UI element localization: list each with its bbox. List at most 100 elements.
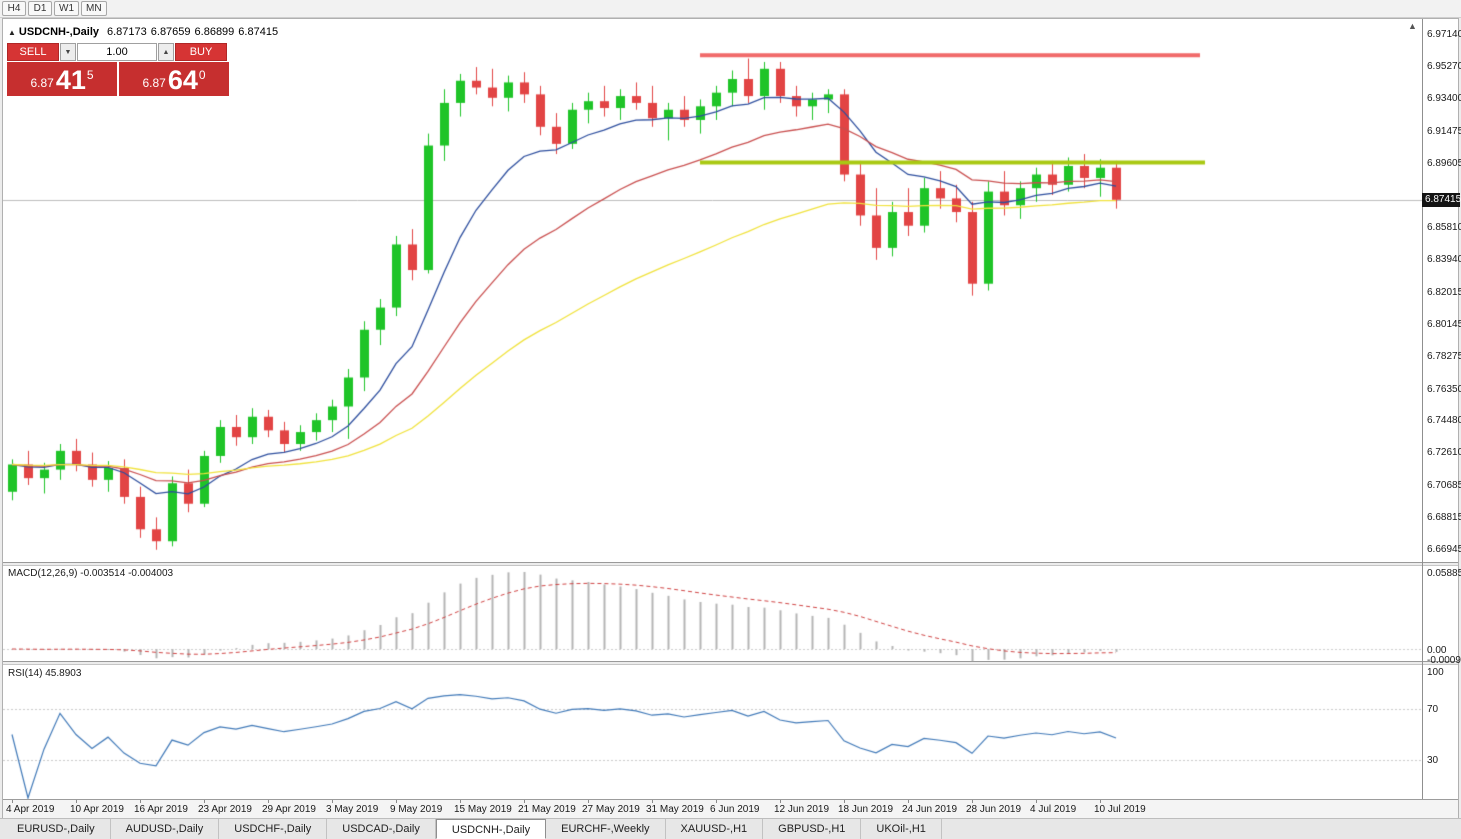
buy-price-panel[interactable]: 6.87 64 0 — [119, 62, 229, 96]
sell-price-point: 5 — [86, 68, 94, 82]
volume-decrease-button[interactable]: ▼ — [60, 43, 76, 61]
date-axis-tick — [524, 800, 525, 803]
price-axis-label: 6.93400 — [1427, 92, 1461, 104]
price-axis-label: 6.95270 — [1427, 60, 1461, 72]
timeframe-toolbar: H4 D1 W1 MN — [0, 0, 1461, 18]
date-axis-tick — [204, 800, 205, 803]
price-axis-label: 6.68815 — [1427, 512, 1461, 524]
tab-audusd-daily[interactable]: AUDUSD-,Daily — [110, 819, 220, 839]
chart-symbol-label: USDCNH-,Daily — [18, 26, 99, 38]
tab-usdcad-daily[interactable]: USDCAD-,Daily — [327, 819, 436, 839]
date-axis-label: 9 May 2019 — [390, 804, 443, 815]
date-axis-label: 15 May 2019 — [454, 804, 512, 815]
sell-price-panel[interactable]: 6.87 41 5 — [7, 62, 117, 96]
price-axis-label: 6.80145 — [1427, 318, 1461, 330]
date-axis-tick — [1036, 800, 1037, 803]
price-axis-label: 6.66945 — [1427, 544, 1461, 555]
volume-increase-button[interactable]: ▲ — [158, 43, 174, 61]
buy-price-pips: 64 — [167, 65, 198, 95]
ohlc-open: 6.87173 — [107, 26, 147, 38]
macd-axis-min-label: -0.0009116 — [1427, 655, 1461, 666]
date-axis-tick — [588, 800, 589, 803]
date-axis-label: 4 Apr 2019 — [6, 804, 55, 815]
buy-price-base: 6.87 — [142, 76, 166, 90]
timeframe-mn-button[interactable]: MN — [81, 1, 107, 16]
buy-button[interactable]: BUY — [175, 43, 227, 61]
price-axis-label: 6.83940 — [1427, 254, 1461, 266]
price-chart-canvas[interactable] — [3, 19, 1422, 562]
timeframe-d1-button[interactable]: D1 — [28, 1, 52, 16]
date-axis-label: 31 May 2019 — [646, 804, 704, 815]
chart-symbol-icon: ▲ — [8, 28, 16, 37]
price-axis-label: 6.78275 — [1427, 350, 1461, 362]
price-axis-label: 6.97140 — [1427, 29, 1461, 40]
ohlc-high: 6.87659 — [150, 26, 191, 38]
timeframe-w1-button[interactable]: W1 — [54, 1, 79, 16]
date-axis-tick — [140, 800, 141, 803]
rsi-indicator-label: RSI(14) 45.8903 — [8, 668, 82, 679]
date-axis-label: 23 Apr 2019 — [198, 804, 252, 815]
date-axis-label: 6 Jun 2019 — [710, 804, 760, 815]
date-axis-label: 24 Jun 2019 — [902, 804, 958, 815]
sell-price-pips: 41 — [55, 65, 86, 95]
date-axis-label: 29 Apr 2019 — [262, 804, 316, 815]
date-axis-tick — [332, 800, 333, 803]
timeframe-h4-button[interactable]: H4 — [2, 1, 26, 16]
spinner-down-icon: ▼ — [64, 48, 72, 56]
price-axis-label: 6.76350 — [1427, 383, 1461, 395]
current-price-tag: 6.87415 — [1422, 192, 1461, 207]
price-axis-label: 6.85810 — [1427, 222, 1461, 234]
rsi-axis-100-label: 100 — [1427, 667, 1444, 678]
date-axis-label: 21 May 2019 — [518, 804, 576, 815]
rsi-axis-70-label: 70 — [1427, 704, 1439, 715]
date-axis-label: 18 Jun 2019 — [838, 804, 894, 815]
date-axis[interactable]: 4 Apr 2019 10 Apr 2019 16 Apr 2019 23 Apr 2… — [3, 799, 1458, 819]
date-axis-label: 10 Jul 2019 — [1094, 804, 1146, 815]
spinner-up-icon: ▲ — [162, 48, 170, 56]
chart-region: ▲ USDCNH-,Daily 6.87173 6.87659 6.86899 6.874… — [2, 18, 1461, 819]
volume-input[interactable] — [77, 43, 157, 61]
price-axis-label: 6.89605 — [1427, 157, 1461, 169]
price-axis[interactable]: 6.97140 6.95270 6.93400 6.91475 6.89605 6.858… — [1422, 19, 1461, 799]
date-axis-tick — [844, 800, 845, 803]
date-axis-tick — [1100, 800, 1101, 803]
date-axis-tick — [972, 800, 973, 803]
date-axis-tick — [460, 800, 461, 803]
price-axis-label: 6.72610 — [1427, 447, 1461, 459]
macd-pane-canvas[interactable] — [3, 566, 1422, 661]
date-axis-label: 16 Apr 2019 — [134, 804, 188, 815]
tab-eurchf-weekly[interactable]: EURCHF-,Weekly — [546, 819, 666, 839]
price-axis-label: 6.91475 — [1427, 125, 1461, 137]
date-axis-tick — [652, 800, 653, 803]
pane-separator[interactable] — [3, 661, 1458, 665]
ohlc-low: 6.86899 — [194, 26, 235, 38]
date-axis-tick — [716, 800, 717, 803]
rsi-pane-canvas[interactable] — [3, 665, 1422, 799]
rsi-axis-30-label: 30 — [1427, 755, 1439, 766]
pane-separator[interactable] — [3, 562, 1458, 566]
macd-axis-zero-label: 0.00 — [1427, 645, 1447, 656]
chart-tab-bar: EURUSD-,Daily AUDUSD-,Daily USDCHF-,Daily U… — [0, 818, 1461, 839]
date-axis-label: 12 Jun 2019 — [774, 804, 830, 815]
chart-title: ▲ USDCNH-,Daily 6.87173 6.87659 6.86899 6.874… — [8, 26, 278, 38]
tab-gbpusd-h1[interactable]: GBPUSD-,H1 — [763, 819, 862, 839]
date-axis-tick — [396, 800, 397, 803]
trade-prices-row: 6.87 41 5 6.87 64 0 — [7, 62, 229, 96]
date-axis-label: 10 Apr 2019 — [70, 804, 124, 815]
tab-usdchf-daily[interactable]: USDCHF-,Daily — [219, 819, 328, 839]
ohlc-close: 6.87415 — [238, 26, 279, 38]
tab-usdcnh-daily[interactable]: USDCNH-,Daily — [435, 819, 547, 839]
sell-price-base: 6.87 — [30, 76, 54, 90]
date-axis-label: 3 May 2019 — [326, 804, 379, 815]
price-axis-label: 6.82015 — [1427, 286, 1461, 298]
tab-ukoil-h1[interactable]: UKOil-,H1 — [861, 819, 942, 839]
sell-button[interactable]: SELL — [7, 43, 59, 61]
tab-xauusd-h1[interactable]: XAUUSD-,H1 — [665, 819, 764, 839]
date-axis-tick — [12, 800, 13, 803]
tab-eurusd-daily[interactable]: EURUSD-,Daily — [2, 819, 111, 839]
date-axis-tick — [268, 800, 269, 803]
date-axis-tick — [76, 800, 77, 803]
chart-shift-marker[interactable]: ▲ — [1408, 21, 1417, 31]
